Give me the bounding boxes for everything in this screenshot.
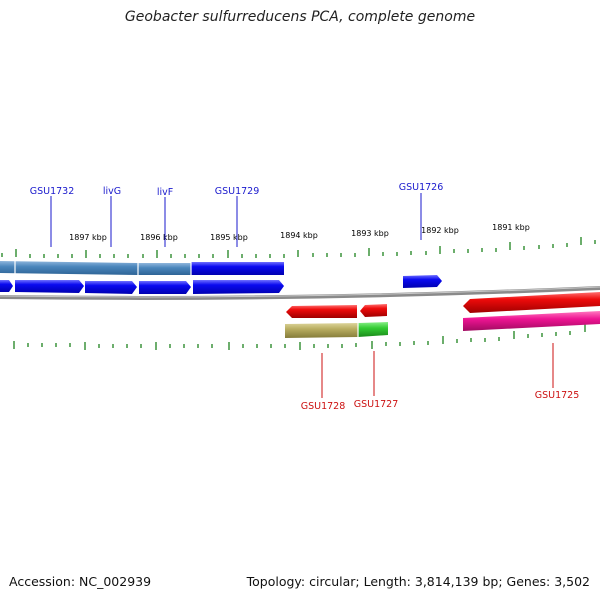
gene-arrow-livg[interactable] bbox=[85, 281, 137, 294]
gene-arrow-gsu1729[interactable] bbox=[193, 280, 284, 294]
gene-label-gsu1726[interactable]: GSU1726 bbox=[399, 182, 444, 193]
genome-title: Geobacter sulfurreducens PCA, complete g… bbox=[124, 9, 476, 25]
scale-label-1893: 1893 kbp bbox=[351, 229, 389, 238]
gene-arrow-gsu1728[interactable] bbox=[286, 305, 357, 318]
scale-label-1891: 1891 kbp bbox=[492, 223, 530, 232]
gene-label-gsu1725[interactable]: GSU1725 bbox=[535, 390, 580, 401]
gene-arrow-gsu1732[interactable] bbox=[15, 280, 84, 293]
gene-label-gsu1727[interactable]: GSU1727 bbox=[354, 399, 399, 410]
gene-label-gsu1729[interactable]: GSU1729 bbox=[215, 186, 260, 197]
genome-backbone bbox=[0, 286, 600, 300]
reverse-operon-band[interactable] bbox=[285, 311, 600, 338]
gene-label-gsu1728[interactable]: GSU1728 bbox=[301, 401, 346, 412]
scale-label-1896: 1896 kbp bbox=[140, 233, 178, 242]
accession-text: Accession: NC_002939 bbox=[9, 574, 152, 589]
gene-label-gsu1732[interactable]: GSU1732 bbox=[30, 186, 75, 197]
forward-operon-band[interactable] bbox=[0, 261, 284, 275]
gene-arrow-gsu1726[interactable] bbox=[403, 275, 442, 288]
forward-leader-lines bbox=[50, 193, 422, 247]
gene-label-livf[interactable]: livF bbox=[157, 187, 173, 198]
scale-label-1897: 1897 kbp bbox=[69, 233, 107, 242]
gene-label-livg[interactable]: livG bbox=[103, 186, 121, 197]
reverse-leader-lines bbox=[321, 343, 554, 398]
gene-arrow-gsu1727[interactable] bbox=[360, 304, 387, 317]
gene-arrow-gsu1725[interactable] bbox=[463, 292, 600, 313]
scale-label-1894: 1894 kbp bbox=[280, 231, 318, 240]
outer-tick-ring bbox=[1, 237, 596, 258]
inner-tick-ring bbox=[13, 324, 586, 350]
gene-arrow-livf[interactable] bbox=[139, 281, 191, 294]
forward-gene-left-edge[interactable] bbox=[0, 280, 13, 292]
scale-label-1895: 1895 kbp bbox=[210, 233, 248, 242]
genome-summary-text: Topology: circular; Length: 3,814,139 bp… bbox=[246, 574, 590, 589]
scale-label-1892: 1892 kbp bbox=[421, 226, 459, 235]
